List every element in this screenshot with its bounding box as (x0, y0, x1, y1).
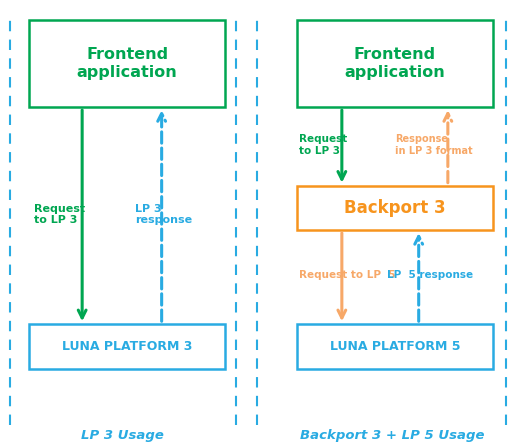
Text: LUNA PLATFORM 3: LUNA PLATFORM 3 (62, 340, 192, 353)
FancyBboxPatch shape (297, 324, 493, 369)
Text: Backport 3 + LP 5 Usage: Backport 3 + LP 5 Usage (300, 429, 484, 443)
FancyBboxPatch shape (297, 186, 493, 230)
Text: LP 3
response: LP 3 response (135, 204, 192, 225)
Text: Frontend
application: Frontend application (77, 47, 178, 80)
Text: LUNA PLATFORM 5: LUNA PLATFORM 5 (330, 340, 460, 353)
FancyBboxPatch shape (297, 20, 493, 107)
Text: Request
to LP 3: Request to LP 3 (299, 135, 348, 156)
Text: Frontend
application: Frontend application (344, 47, 445, 80)
Text: Response
in LP 3 format: Response in LP 3 format (395, 135, 472, 156)
Text: Request
to LP 3: Request to LP 3 (34, 204, 85, 225)
Text: Request to LP  5: Request to LP 5 (299, 270, 396, 280)
Text: Backport 3: Backport 3 (344, 199, 446, 217)
FancyBboxPatch shape (29, 324, 225, 369)
Text: LP  5 response: LP 5 response (387, 270, 473, 280)
Text: LP 3 Usage: LP 3 Usage (81, 429, 164, 443)
FancyBboxPatch shape (29, 20, 225, 107)
